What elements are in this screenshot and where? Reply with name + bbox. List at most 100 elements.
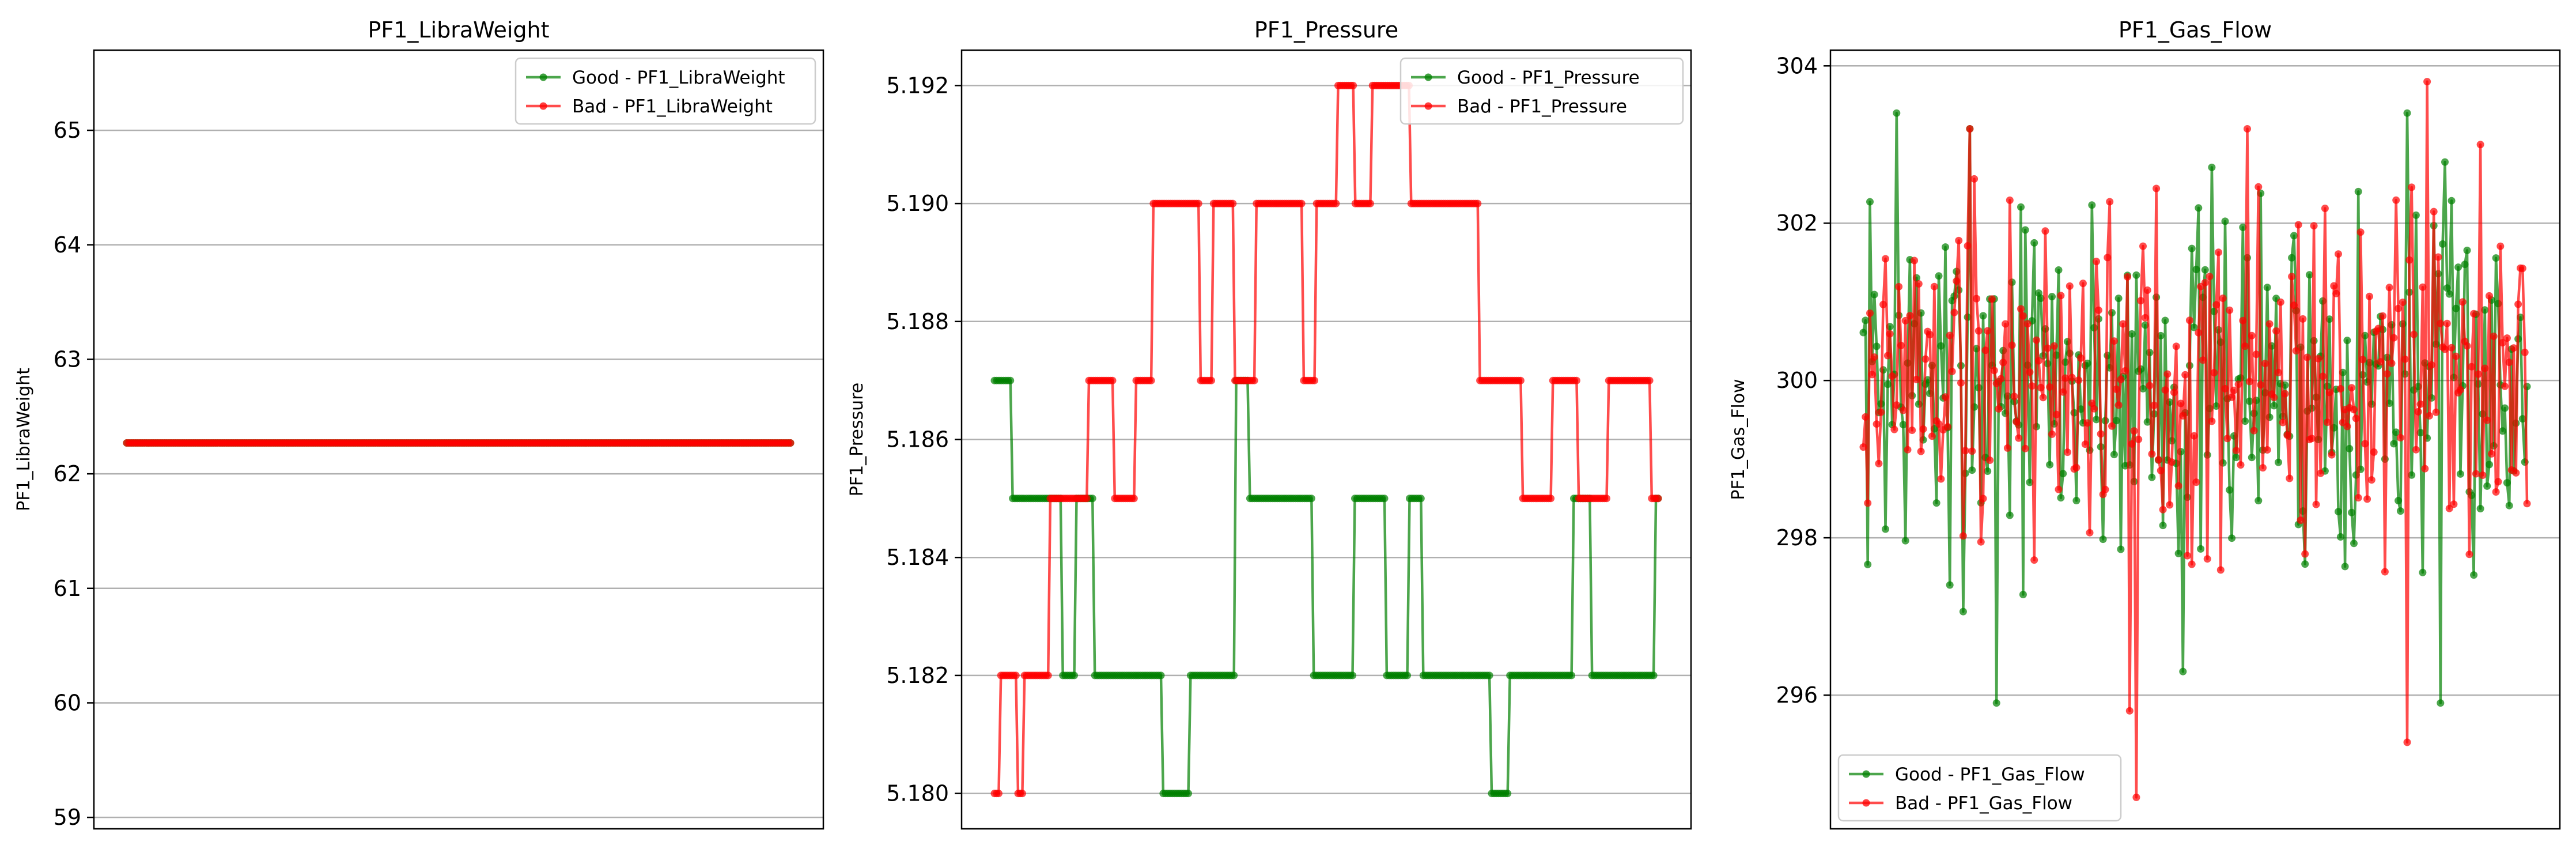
data-point [2195,329,2203,337]
data-point [1516,376,1525,384]
data-point [2130,427,2138,435]
data-point [1919,425,1927,433]
data-point [2030,239,2038,247]
data-point [2348,384,2356,392]
data-point [2276,298,2284,306]
data-point [1930,282,1938,290]
data-point [2456,470,2464,478]
data-point [2270,394,2278,402]
data-point [2317,469,2325,477]
data-point [2139,384,2147,393]
data-point [1230,671,1238,680]
data-point [1897,341,1905,349]
data-point [1893,109,1901,117]
data-point [2154,456,2162,464]
data-point [2241,417,2249,425]
legend-label: Good - PF1_LibraWeight [572,67,785,88]
data-point [2232,447,2240,455]
data-point [2408,183,2416,191]
data-point [2486,461,2493,469]
data-point [1979,312,1987,320]
data-point [1864,560,1872,568]
data-point [2026,478,2034,486]
data-point [2272,327,2280,335]
data-point [1953,277,1961,285]
data-point [1859,443,1867,451]
data-point [2210,369,2218,377]
data-point [2319,372,2327,380]
data-point [1908,427,1916,434]
data-point [2159,505,2167,514]
data-point [2405,256,2414,264]
data-point [2474,370,2482,378]
data-point [2002,320,2010,328]
data-point [2499,427,2507,435]
y-tick-label: 62 [54,461,81,486]
y-tick-label: 63 [54,346,81,372]
data-point [2483,416,2491,424]
data-point [2257,381,2265,389]
data-point [1879,300,1887,308]
data-point [2390,440,2398,448]
data-point [2055,266,2063,274]
data-point [2212,301,2221,309]
data-point [2093,416,2100,424]
data-point [1921,355,1930,363]
data-point [2099,535,2107,544]
data-point [1866,309,1874,317]
data-point [2195,204,2203,212]
legend-label: Good - PF1_Gas_Flow [1895,764,2085,785]
data-point [2465,550,2473,559]
data-point [2128,330,2136,338]
data-point [2426,412,2433,420]
data-point [2377,358,2385,366]
data-point [1932,499,1940,507]
data-point [1946,331,1954,339]
data-point [1935,272,1943,280]
data-point [1883,352,1892,360]
data-point [1603,495,1610,503]
data-point [2052,410,2060,418]
data-point [2354,494,2362,502]
data-point [1650,671,1658,680]
data-point [1979,495,1987,503]
data-point [2034,357,2042,365]
data-point [1888,372,1896,380]
data-point [2255,497,2263,505]
data-point [1950,308,1958,316]
data-point [2048,430,2056,438]
data-point [1012,671,1020,680]
data-point [2443,284,2451,292]
y-tick-label: 5.192 [886,73,949,98]
data-point [2185,316,2193,324]
data-point [2153,184,2161,193]
y-tick-label: 5.182 [886,663,949,688]
data-point [2068,373,2076,382]
data-point [2494,478,2502,486]
data-point [2086,529,2094,537]
data-point [1948,368,1956,375]
data-point [2390,334,2398,342]
y-tick-label: 61 [54,576,81,601]
data-point [2075,376,2083,384]
data-point [2172,342,2180,350]
data-point [2159,522,2167,530]
data-point [2290,301,2298,310]
data-point [1083,495,1091,503]
data-point [1984,327,1992,335]
data-point [2299,315,2307,323]
data-point [2021,444,2029,452]
data-point [2117,545,2125,553]
data-point [2184,552,2191,560]
series-group [990,81,1662,798]
data-point [1943,422,1951,431]
data-point [994,790,1003,798]
data-point [2026,368,2034,376]
data-point [1968,447,1976,455]
data-point [2006,196,2014,204]
y-tick-label: 5.180 [886,781,949,806]
data-point [2199,356,2207,364]
data-point [2244,125,2251,133]
data-point [1504,790,1512,798]
data-point [2143,418,2151,426]
